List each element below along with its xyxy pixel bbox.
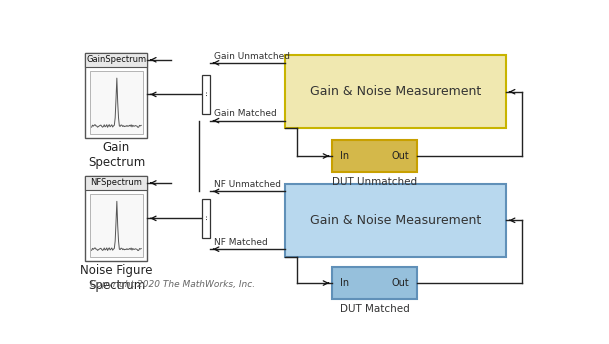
Bar: [90, 71, 143, 134]
Text: Gain Unmatched: Gain Unmatched: [214, 52, 290, 61]
Bar: [90, 194, 143, 257]
Bar: [332, 267, 417, 299]
Text: Gain
Spectrum: Gain Spectrum: [88, 141, 145, 169]
Text: DUT Unmatched: DUT Unmatched: [332, 177, 417, 187]
Bar: [85, 53, 147, 67]
Text: Out: Out: [392, 151, 409, 161]
Text: Gain & Noise Measurement: Gain & Noise Measurement: [310, 214, 482, 227]
Text: In: In: [340, 278, 349, 288]
Bar: [85, 176, 147, 190]
Bar: [202, 75, 210, 114]
Text: Copyright 2020 The MathWorks, Inc.: Copyright 2020 The MathWorks, Inc.: [90, 280, 255, 289]
Text: Gain Matched: Gain Matched: [214, 109, 277, 118]
Bar: [85, 176, 147, 261]
Text: Gain & Noise Measurement: Gain & Noise Measurement: [310, 85, 482, 98]
Bar: [286, 55, 506, 128]
Bar: [202, 199, 210, 238]
Text: NF Matched: NF Matched: [214, 238, 268, 247]
Text: DUT Matched: DUT Matched: [340, 304, 409, 314]
Bar: [286, 184, 506, 257]
Text: Noise Figure
Spectrum: Noise Figure Spectrum: [80, 264, 153, 292]
Bar: [332, 140, 417, 172]
Bar: [85, 53, 147, 138]
Text: Out: Out: [392, 278, 409, 288]
Text: NF Unmatched: NF Unmatched: [214, 180, 281, 189]
Text: In: In: [340, 151, 349, 161]
Text: NFSpectrum: NFSpectrum: [91, 179, 143, 187]
Text: GainSpectrum: GainSpectrum: [86, 55, 147, 64]
